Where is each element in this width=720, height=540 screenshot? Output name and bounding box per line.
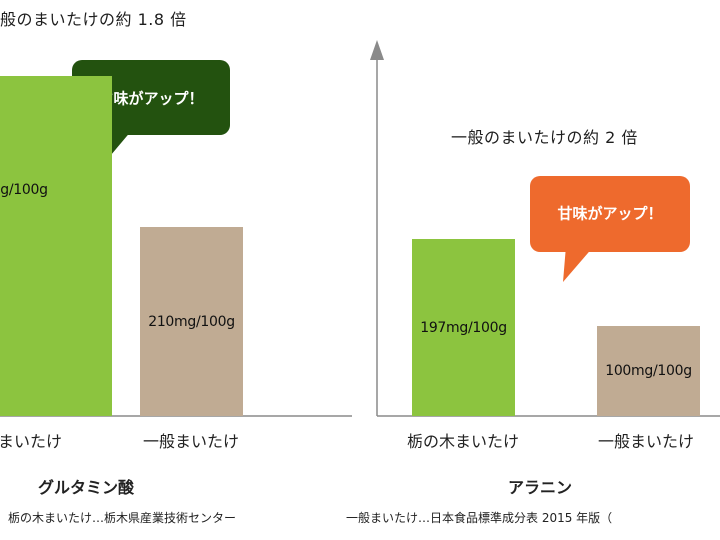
chart1-bar-tochigi: [0, 76, 112, 416]
chart1-bar-general: [140, 227, 243, 416]
source-note-general: 一般まいたけ…日本食品標準成分表 2015 年版（: [346, 511, 613, 525]
chart1-category-general: 一般まいたけ: [142, 432, 240, 451]
callout-umami-text: 旨味がアップ！: [98, 89, 204, 108]
chart2-bar-general: [597, 326, 700, 416]
chart1-xlabel: グルタミン酸: [37, 478, 135, 497]
chart2-bar-tochigi: [412, 239, 515, 416]
chart2-category-tochigi: 栃の木まいたけ: [406, 432, 520, 451]
source-note-tochigi: 栃の木まいたけ…栃木県産業技術センター: [8, 511, 237, 525]
chart1-bar-general-value: 210mg/100g: [148, 313, 235, 330]
chart2-bar-general-value: 100mg/100g: [605, 363, 692, 379]
callout-bubble-sweet: [530, 176, 690, 282]
callout-sweet-text: 甘味がアップ！: [557, 204, 663, 223]
chart2-xlabel: アラニン: [507, 478, 573, 497]
chart2-title: 一般のまいたけの約 2 倍: [451, 128, 638, 147]
y-axis-arrow-icon: [370, 40, 384, 60]
chart1-title: 般のまいたけの約 1.8 倍: [0, 10, 187, 29]
chart1-category-tochigi: まいたけ: [0, 432, 63, 451]
chart2-category-general: 一般まいたけ: [597, 432, 695, 451]
chart1-bar-tochigi-value: g/100g: [0, 182, 48, 198]
chart2-bar-tochigi-value: 197mg/100g: [420, 319, 507, 336]
